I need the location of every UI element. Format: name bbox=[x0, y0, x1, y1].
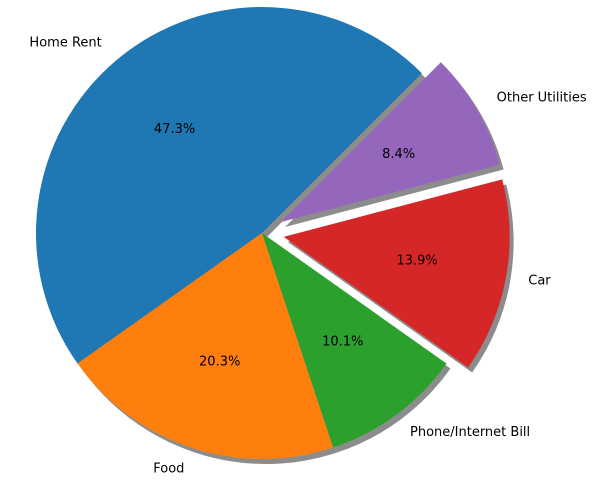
pct-label-phone-internet-bill: 10.1% bbox=[322, 334, 363, 349]
pct-label-car: 13.9% bbox=[396, 254, 437, 269]
pie-slice-car bbox=[283, 179, 510, 368]
pie-slice-home-rent bbox=[35, 6, 422, 364]
pct-label-food: 20.3% bbox=[199, 354, 240, 369]
pct-label-other-utilities: 8.4% bbox=[382, 147, 415, 162]
slice-label-home-rent: Home Rent bbox=[29, 35, 101, 50]
slice-label-car: Car bbox=[528, 274, 551, 289]
slice-label-other-utilities: Other Utilities bbox=[497, 91, 587, 106]
slice-label-phone-internet-bill: Phone/Internet Bill bbox=[410, 425, 530, 440]
pct-label-home-rent: 47.3% bbox=[154, 122, 195, 137]
pie-slices bbox=[35, 6, 510, 459]
pie-slice-other-utilities bbox=[281, 62, 500, 223]
pie-slice-food bbox=[77, 233, 334, 459]
pie-labels: 47.3% Home Rent 20.3% Food 10.1% Phone/Intern… bbox=[29, 35, 586, 476]
pie-slice-phone-internet-bill bbox=[262, 233, 447, 448]
slice-label-food: Food bbox=[153, 462, 184, 477]
